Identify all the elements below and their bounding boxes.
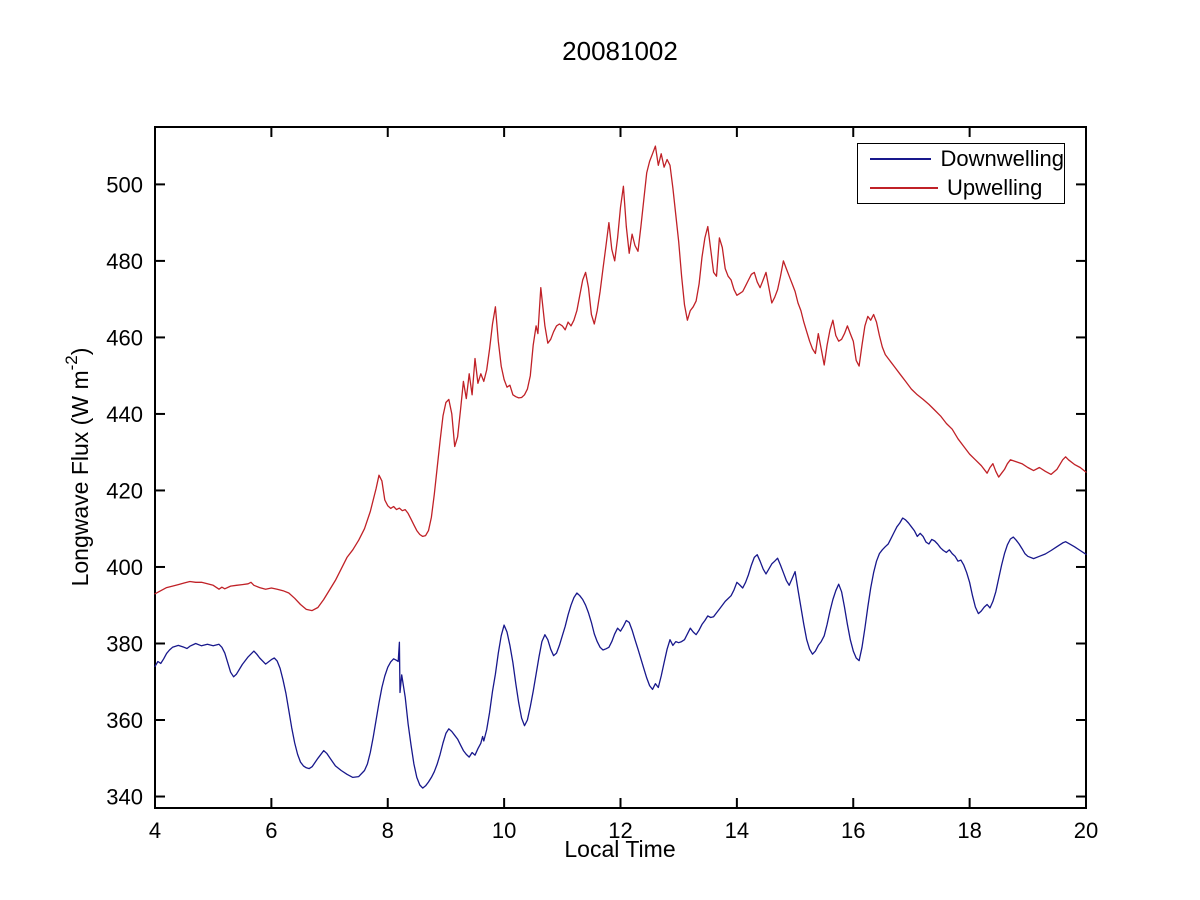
x-tick-label: 16 <box>841 818 865 843</box>
legend: Downwelling Upwelling <box>857 143 1065 204</box>
y-tick-label: 500 <box>106 172 143 197</box>
y-tick-label: 340 <box>106 785 143 810</box>
y-tick-label: 460 <box>106 325 143 350</box>
x-tick-label: 6 <box>265 818 277 843</box>
plot-area <box>154 126 1087 809</box>
y-tick-label: 420 <box>106 478 143 503</box>
y-tick-label: 380 <box>106 631 143 656</box>
y-tick-label: 400 <box>106 555 143 580</box>
y-tick-label: 440 <box>106 402 143 427</box>
upwelling-line-swatch <box>870 186 938 189</box>
x-tick-label: 14 <box>725 818 749 843</box>
x-tick-label: 4 <box>149 818 161 843</box>
legend-label-upwelling: Upwelling <box>947 174 1043 200</box>
upwelling-line <box>154 145 1087 612</box>
chart-title: 20081002 <box>562 36 678 66</box>
x-tick-label: 12 <box>608 818 632 843</box>
downwelling-line-swatch <box>870 158 932 161</box>
downwelling-line <box>154 517 1087 789</box>
axis-tick-labels: 4 6 8 10 12 14 16 18 20 340 360 380 400 420 440 460 480 5… <box>106 172 1098 843</box>
x-tick-label: 20 <box>1074 818 1098 843</box>
x-tick-label: 8 <box>382 818 394 843</box>
x-axis-label: Local Time <box>564 836 675 862</box>
axis-ticks <box>154 127 1087 808</box>
x-tick-label: 10 <box>492 818 516 843</box>
legend-item-downwelling: Downwelling <box>858 146 1064 172</box>
x-tick-label: 18 <box>957 818 981 843</box>
legend-label-downwelling: Downwelling <box>940 146 1064 172</box>
y-tick-label: 480 <box>106 249 143 274</box>
y-axis-label: Longwave Flux (W m-2) <box>62 348 93 587</box>
data-series <box>154 145 1087 789</box>
legend-item-upwelling: Upwelling <box>858 175 1064 201</box>
y-tick-label: 360 <box>106 708 143 733</box>
